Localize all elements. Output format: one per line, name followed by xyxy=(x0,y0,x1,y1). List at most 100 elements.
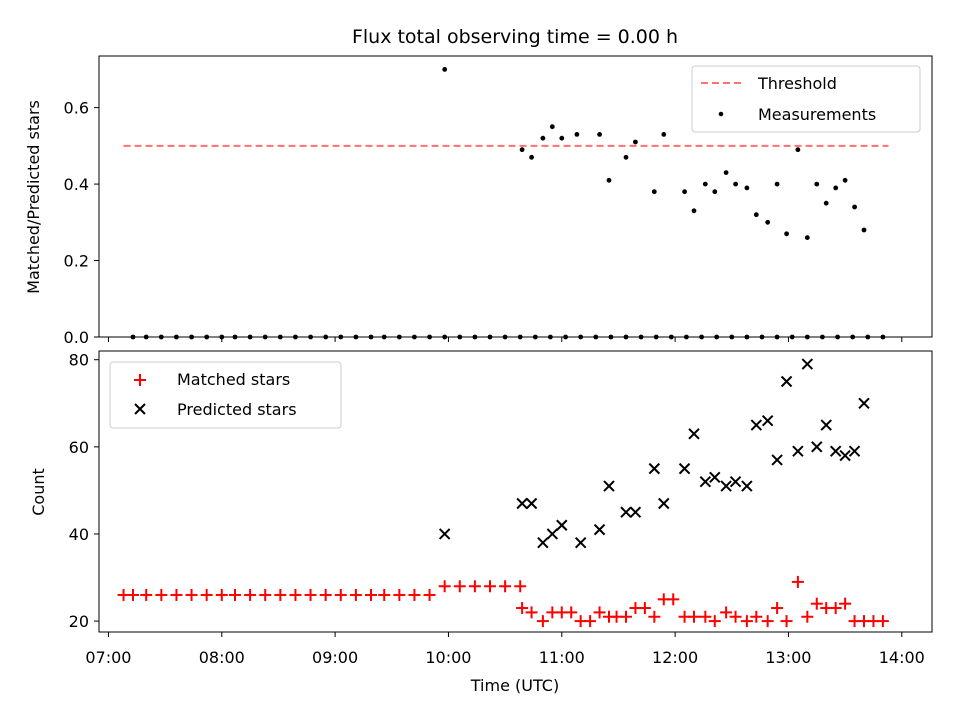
matched-star-marker xyxy=(525,606,538,619)
predicted-star-marker xyxy=(537,536,549,549)
predicted-star-marker xyxy=(848,445,861,457)
measurement-point xyxy=(623,154,629,160)
matched-star-marker xyxy=(200,588,213,601)
matched-star-marker xyxy=(349,588,362,601)
top-legend-box xyxy=(691,65,921,133)
predicted-star-marker xyxy=(678,462,691,475)
matched-star-marker xyxy=(140,588,153,601)
matched-star-marker xyxy=(780,615,793,628)
measurement-point xyxy=(606,177,612,183)
matched-star-marker xyxy=(761,615,774,628)
measurement-point xyxy=(823,200,829,206)
x-tick-label: 11:00 xyxy=(539,648,585,667)
matched-star-marker xyxy=(720,606,733,619)
matched-star-marker xyxy=(215,588,228,601)
matched-star-marker xyxy=(319,588,332,601)
matched-star-marker xyxy=(638,602,651,615)
matched-star-marker xyxy=(378,588,391,601)
matched-star-marker xyxy=(620,610,632,623)
matched-star-marker xyxy=(801,610,814,623)
matched-star-marker xyxy=(393,588,406,601)
matched-star-marker xyxy=(185,588,198,601)
bottom-y-axis-label: Count xyxy=(29,468,48,516)
matched-star-marker xyxy=(750,610,763,623)
matched-star-marker xyxy=(584,615,597,628)
matched-star-marker xyxy=(499,580,512,593)
predicted-star-marker xyxy=(792,445,804,457)
matched-star-marker xyxy=(438,580,451,593)
predicted-star-marker xyxy=(620,506,632,518)
legend-matched-label: Matched stars xyxy=(177,370,290,389)
measurement-point xyxy=(861,227,867,233)
bottom-y-tick-label: 20 xyxy=(69,612,89,631)
predicted-star-marker xyxy=(709,471,721,484)
matched-star-marker xyxy=(876,615,889,628)
bottom-y-tick-label: 60 xyxy=(69,438,89,457)
predicted-star-marker xyxy=(699,475,712,488)
top-panel: 0.0 0.2 0.4 0.6 Matched/Predicted stars Thr… xyxy=(24,55,933,347)
top-y-tick-label: 0.0 xyxy=(64,328,89,347)
measurement-point xyxy=(574,132,580,137)
predicted-star-marker xyxy=(801,358,814,370)
measurement-point xyxy=(519,147,525,153)
predicted-star-marker xyxy=(593,523,606,536)
matched-star-marker xyxy=(468,580,481,593)
predicted-star-marker xyxy=(858,397,870,409)
bottom-y-tick-label: 80 xyxy=(69,351,89,370)
top-y-axis-label: Matched/Predicted stars xyxy=(24,100,43,294)
top-y-tick-label: 0.6 xyxy=(64,99,89,118)
matched-star-marker xyxy=(565,606,578,619)
legend-predicted-swatch xyxy=(134,403,146,415)
measurement-point xyxy=(529,154,534,160)
predicted-star-marker xyxy=(516,497,528,510)
matched-star-marker xyxy=(453,580,466,593)
measurement-point xyxy=(559,135,565,141)
bottom-y-tick-label: 40 xyxy=(69,525,89,544)
chart-title: Flux total observing time = 0.00 h xyxy=(352,26,678,48)
x-tick-label: 12:00 xyxy=(652,648,698,667)
predicted-star-marker xyxy=(525,497,538,510)
matched-star-marker xyxy=(514,580,527,593)
predicted-star-marker xyxy=(729,475,742,488)
measurement-point xyxy=(651,189,657,195)
measurement-point xyxy=(661,132,667,137)
bottom-panel: 20 40 60 80 07:00 08:00 09:00 10:00 11:00 12:00 13… xyxy=(29,350,933,695)
matched-star-marker xyxy=(593,606,606,619)
measurement-point xyxy=(712,189,718,195)
matched-star-marker xyxy=(408,588,421,601)
legend-threshold-label: Threshold xyxy=(757,74,837,93)
matched-star-marker xyxy=(729,610,742,623)
matched-star-marker xyxy=(274,588,287,601)
predicted-star-marker xyxy=(771,454,783,466)
x-tick-label: 07:00 xyxy=(85,648,131,667)
matched-star-marker xyxy=(244,588,257,601)
matched-star-marker xyxy=(127,588,139,601)
matched-star-marker xyxy=(229,588,241,601)
matched-star-marker xyxy=(740,615,753,628)
matched-star-marker xyxy=(365,588,377,601)
predicted-star-marker xyxy=(811,441,823,453)
matched-star-marker xyxy=(810,597,823,610)
measurement-point xyxy=(723,170,729,176)
top-legend: Threshold Measurements xyxy=(691,65,921,133)
matched-star-marker xyxy=(536,615,549,628)
x-tick-label: 13:00 xyxy=(765,648,811,667)
predicted-star-marker xyxy=(603,480,615,492)
matched-star-marker xyxy=(667,593,680,606)
measurement-point xyxy=(540,135,546,141)
bottom-axes-frame xyxy=(98,350,933,633)
top-y-tick-label: 0.2 xyxy=(64,252,89,271)
predicted-star-marker xyxy=(829,445,842,457)
measurement-point xyxy=(442,67,448,72)
matched-star-marker xyxy=(839,597,852,610)
matched-star-marker xyxy=(708,615,721,628)
measurement-point xyxy=(833,185,839,191)
matched-star-marker xyxy=(289,588,302,601)
matched-star-marker xyxy=(648,610,661,623)
measurement-point xyxy=(774,181,780,187)
matched-star-marker xyxy=(304,588,317,601)
measurement-point xyxy=(682,189,687,195)
measurement-point xyxy=(733,181,738,187)
matched-star-marker xyxy=(170,588,183,601)
measurement-point xyxy=(691,208,697,214)
